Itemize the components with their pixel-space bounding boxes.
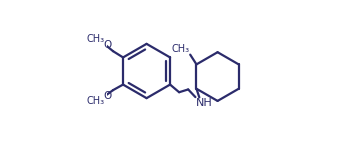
Text: O: O — [104, 91, 112, 101]
Text: CH₃: CH₃ — [172, 44, 190, 54]
Text: O: O — [104, 40, 112, 50]
Text: NH: NH — [196, 98, 213, 108]
Text: CH₃: CH₃ — [86, 34, 105, 44]
Text: CH₃: CH₃ — [86, 96, 105, 106]
